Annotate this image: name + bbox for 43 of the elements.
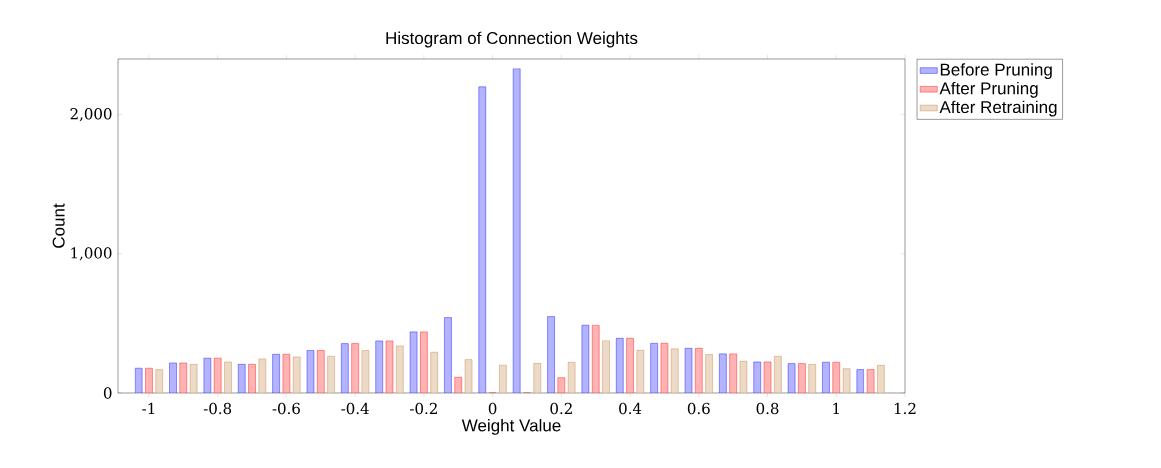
y-axis-title: Count bbox=[52, 203, 65, 248]
bar bbox=[616, 338, 624, 393]
bar bbox=[238, 364, 246, 393]
bar bbox=[719, 353, 727, 393]
bar bbox=[478, 86, 486, 393]
y-tick-label: 2,000 bbox=[70, 108, 112, 122]
bar bbox=[341, 343, 349, 393]
x-tick-label: 0.4 bbox=[619, 402, 642, 415]
y-tick-label: 1,000 bbox=[71, 247, 112, 261]
x-tick-label: 0.8 bbox=[756, 402, 779, 415]
x-tick-label: -0.4 bbox=[341, 402, 369, 415]
legend-label: After Retraining bbox=[939, 100, 1057, 117]
bar bbox=[134, 368, 143, 393]
y-tick-label: 0 bbox=[103, 387, 112, 399]
x-axis-title: Weight Value bbox=[461, 419, 561, 435]
bar bbox=[787, 363, 796, 393]
x-tick-label: 0 bbox=[488, 402, 497, 415]
legend-label: Before Pruning bbox=[940, 63, 1052, 80]
bar bbox=[375, 340, 383, 393]
x-tick-label: 0.2 bbox=[550, 402, 572, 415]
bar bbox=[684, 348, 693, 393]
x-tick-label: 1.2 bbox=[894, 402, 916, 415]
legend-label: After Pruning bbox=[939, 81, 1038, 98]
x-tick-label: -1 bbox=[142, 402, 155, 414]
x-tick-label: -0.2 bbox=[410, 402, 437, 415]
bar bbox=[306, 350, 315, 393]
bar bbox=[272, 354, 280, 393]
bar bbox=[581, 325, 590, 393]
bar bbox=[822, 362, 830, 393]
bar bbox=[856, 369, 865, 393]
bar bbox=[753, 361, 761, 393]
bar bbox=[203, 357, 212, 393]
bar bbox=[650, 343, 658, 393]
x-tick-label: -0.8 bbox=[203, 402, 232, 415]
bar bbox=[512, 68, 521, 393]
bar bbox=[409, 331, 418, 393]
x-tick-label: -0.6 bbox=[272, 402, 300, 415]
chart-title: Histogram of Connection Weights bbox=[386, 31, 638, 48]
bar bbox=[169, 362, 177, 393]
bar bbox=[547, 316, 555, 393]
bar bbox=[444, 317, 452, 393]
x-tick-label: 1 bbox=[833, 402, 839, 414]
x-tick-label: 0.6 bbox=[687, 402, 710, 415]
